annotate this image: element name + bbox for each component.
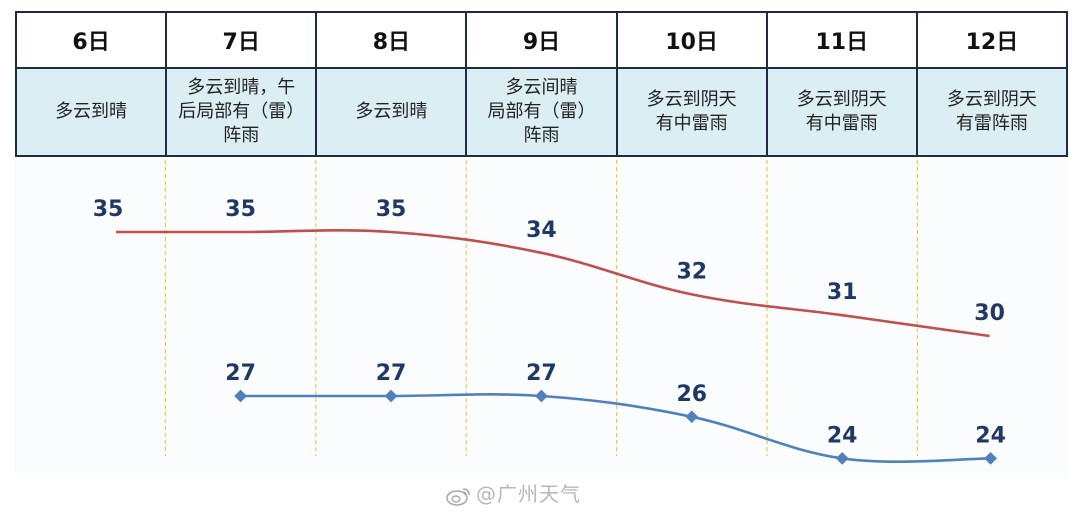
weather-cell-7: 多云到晴，午 后局部有（雷） 阵雨	[165, 67, 318, 157]
data-label-high-8日: 35	[376, 197, 407, 222]
data-label-high-12日: 30	[974, 301, 1005, 326]
data-label-high-7日: 35	[225, 197, 256, 222]
forecast-table: 6日 7日 8日 9日 10日 11日 12日 多云到晴 多云到晴，午 后局部有…	[14, 11, 1069, 157]
weather-cell-11: 多云到阴天 有中雷雨	[765, 67, 918, 157]
data-label-high-11日: 31	[827, 280, 858, 305]
date-row: 6日 7日 8日 9日 10日 11日 12日	[14, 11, 1069, 69]
day-cell-9: 9日	[465, 11, 618, 69]
weather-cell-12: 多云到阴天 有雷阵雨	[915, 67, 1069, 157]
data-label-low-10日: 26	[676, 382, 707, 407]
chart-background	[15, 160, 1068, 478]
data-label-low-8日: 27	[376, 361, 407, 386]
series-line-low	[240, 393, 991, 464]
data-label-high-9日: 34	[526, 218, 557, 243]
data-label-high-6日: 35	[93, 197, 124, 222]
day-cell-12: 12日	[915, 11, 1069, 69]
day-cell-8: 8日	[315, 11, 468, 69]
watermark-text: @广州天气	[476, 482, 581, 506]
weather-cell-8: 多云到晴	[315, 67, 468, 157]
watermark: @广州天气	[446, 478, 581, 507]
data-label-low-9日: 27	[526, 361, 557, 386]
day-cell-7: 7日	[165, 11, 318, 69]
weather-row: 多云到晴 多云到晴，午 后局部有（雷） 阵雨 多云到晴 多云间晴 局部有（雷） …	[14, 67, 1069, 157]
data-point-low-7日	[234, 389, 247, 403]
data-point-low-8日	[384, 389, 398, 403]
data-label-low-7日: 27	[225, 361, 256, 386]
day-cell-10: 10日	[615, 11, 768, 69]
data-label-low-11日: 24	[827, 423, 858, 448]
data-label-low-12日: 24	[975, 423, 1006, 448]
weather-cell-6: 多云到晴	[14, 67, 168, 157]
day-cell-11: 11日	[765, 11, 918, 69]
series-line-high	[115, 229, 990, 338]
day-cell-6: 6日	[14, 11, 168, 69]
data-label-high-10日: 32	[676, 259, 707, 284]
weather-cell-9: 多云间晴 局部有（雷） 阵雨	[465, 67, 618, 157]
weather-cell-10: 多云到阴天 有中雷雨	[615, 67, 768, 157]
weibo-logo-icon	[446, 487, 470, 506]
